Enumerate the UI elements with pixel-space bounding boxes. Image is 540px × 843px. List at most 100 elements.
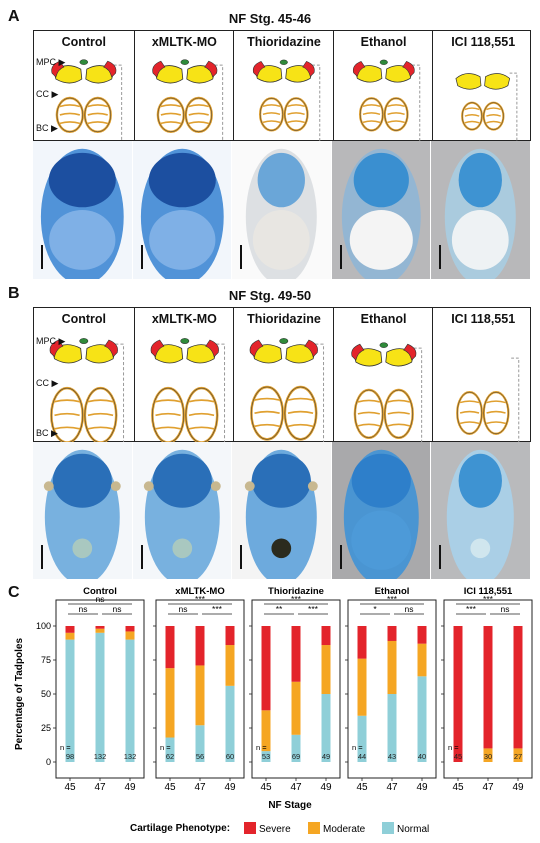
bar-segment-moderate xyxy=(357,658,367,716)
bar-segment-moderate xyxy=(513,748,523,762)
panel-a-tadpole-photo xyxy=(431,141,530,279)
significance-label: *** xyxy=(466,604,477,614)
x-tick-label: 45 xyxy=(64,782,76,793)
panel-b-schematic-cell: Ethanol xyxy=(332,308,433,443)
panel-b-tadpole-photo xyxy=(33,442,132,579)
n-count: 69 xyxy=(292,752,300,761)
x-tick-label: 47 xyxy=(290,782,302,793)
mpc-label: MPC ▶ xyxy=(36,57,66,67)
bar-segment-severe xyxy=(321,626,331,646)
legend-swatch-moderate xyxy=(308,822,320,834)
panel-a-title: NF Stg. 45-46 xyxy=(228,11,312,26)
n-count: 49 xyxy=(322,752,330,761)
bar-segment-normal xyxy=(95,632,105,762)
panel-b-column-label: xMLTK-MO xyxy=(151,312,217,326)
bar-segment-normal xyxy=(291,734,301,762)
chart-title: Ethanol xyxy=(375,586,410,597)
bar-segment-normal xyxy=(225,685,235,762)
panel-a-cartilage-schematic xyxy=(352,59,421,142)
n-count: 60 xyxy=(226,752,234,761)
n-count: 40 xyxy=(418,752,426,761)
legend-title: Cartilage Phenotype: xyxy=(130,823,230,834)
panel-b-column-label: ICI 118,551 xyxy=(451,312,516,326)
legend-label-moderate: Moderate xyxy=(323,824,366,835)
panel-b-cartilage-schematic xyxy=(150,338,225,443)
panel-a-column-label: ICI 118,551 xyxy=(451,35,516,49)
n-count: 30 xyxy=(484,752,492,761)
bar-segment-normal xyxy=(125,639,135,762)
panel-a-schematic-row: Control xMLTK-MO Thioridazine Ethanol ICI 11… xyxy=(33,30,532,142)
x-tick-label: 47 xyxy=(386,782,398,793)
n-count: 98 xyxy=(66,752,74,761)
x-tick-label: 45 xyxy=(356,782,368,793)
n-prefix: n = xyxy=(60,743,71,752)
bar-segment-normal xyxy=(417,676,427,762)
bar-segment-moderate xyxy=(225,645,235,686)
significance-label: ns xyxy=(405,604,414,614)
panel-a-schematic-cell: Thioridazine xyxy=(233,31,333,142)
x-tick-label: 49 xyxy=(224,782,236,793)
legend-swatch-severe xyxy=(244,822,256,834)
legend-label-normal: Normal xyxy=(397,824,429,835)
bar-segment-moderate xyxy=(321,645,331,694)
bar-segment-moderate xyxy=(261,710,271,752)
x-tick-label: 45 xyxy=(260,782,272,793)
significance-label: *** xyxy=(291,594,302,604)
bar-segment-normal xyxy=(387,694,397,762)
bar-segment-moderate xyxy=(165,668,175,738)
legend-label-severe: Severe xyxy=(259,824,291,835)
x-tick-label: 45 xyxy=(452,782,464,793)
panel-b-photo-row xyxy=(33,442,531,579)
n-count: 56 xyxy=(196,752,204,761)
panel-b-letter: B xyxy=(8,285,20,302)
x-tick-label: 45 xyxy=(164,782,176,793)
panel-b-schematic-cell: ICI 118,551 xyxy=(432,308,532,443)
bar-segment-severe xyxy=(165,626,175,669)
panel-b-cartilage-schematic xyxy=(456,357,520,443)
tadpole-phenotype-charts: Percentage of Tadpoles Control 0 25 50 75 100 n… xyxy=(14,586,533,835)
x-tick-label: 49 xyxy=(320,782,332,793)
scale-bar xyxy=(339,545,342,569)
panel-b-schematic-row: Control xMLTK-MO Thioridazine Ethanol ICI 11… xyxy=(33,307,532,443)
panel-a-schematic-cell: ICI 118,551 xyxy=(432,31,532,142)
legend: Cartilage Phenotype: Severe Moderate Normal xyxy=(130,822,429,835)
significance-label: *** xyxy=(212,604,223,614)
significance-label: ns xyxy=(96,594,105,604)
scale-bar xyxy=(240,245,243,269)
panel-a-column-label: xMLTK-MO xyxy=(151,35,217,49)
bar-segment-severe xyxy=(225,626,235,646)
n-prefix: n = xyxy=(256,743,267,752)
bar-segment-severe xyxy=(513,626,523,749)
y-tick-label: 75 xyxy=(41,655,51,665)
panel-b-cartilage-schematic xyxy=(49,338,125,443)
bar-segment-normal xyxy=(357,715,367,762)
bar-segment-moderate xyxy=(65,632,75,640)
bar-segment-normal xyxy=(165,737,175,762)
bar-segment-normal xyxy=(321,694,331,762)
cc-label: CC ▶ xyxy=(36,378,59,388)
bar-segment-severe xyxy=(417,626,427,644)
bar-segment-severe xyxy=(387,626,397,641)
n-count: 53 xyxy=(262,752,270,761)
x-tick-label: 47 xyxy=(194,782,206,793)
y-tick-label: 25 xyxy=(41,723,51,733)
bar-segment-severe xyxy=(125,626,135,632)
panel-b-title: NF Stg. 49-50 xyxy=(228,288,312,303)
significance-label: *** xyxy=(308,604,319,614)
bar-segment-moderate xyxy=(483,748,493,762)
panel-a-schematic-cell: Ethanol xyxy=(332,31,433,142)
panel-c-letter: C xyxy=(8,584,20,601)
bar-segment-severe xyxy=(453,626,463,762)
panel-b-column-label: Thioridazine xyxy=(247,312,321,326)
bar-segment-moderate xyxy=(291,681,301,735)
panel-a-column-label: Ethanol xyxy=(360,35,407,49)
bar-segment-severe xyxy=(65,626,75,633)
significance-label: ns xyxy=(79,604,88,614)
panel-a-schematic-cell: Control xyxy=(34,31,134,142)
bar-segment-normal xyxy=(195,725,205,762)
panel-b-schematic-cell: xMLTK-MO xyxy=(133,308,234,443)
